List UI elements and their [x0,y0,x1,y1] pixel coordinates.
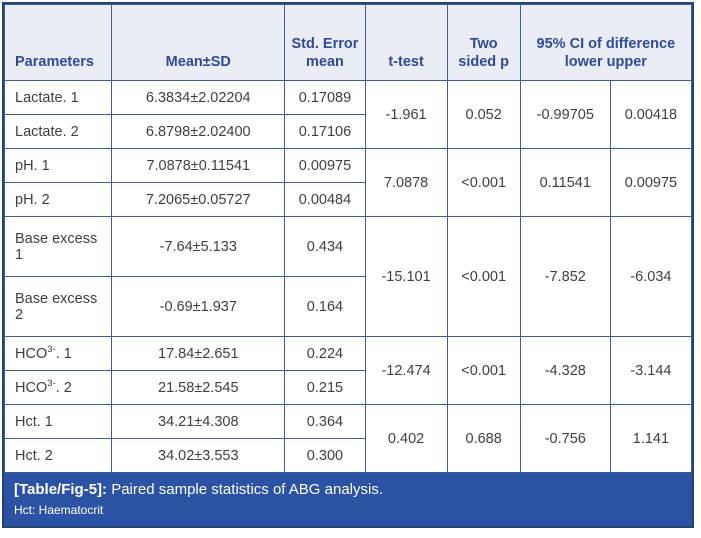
ci-lower-cell: -4.328 [519,336,611,405]
std-error-cell: 0.164 [284,276,366,337]
table-row: pH. 2 7.2065±0.05727 0.00484 [3,182,692,217]
table-row: Hct. 2 34.02±3.553 0.300 [3,438,692,473]
col-header-mean-sd: Mean±SD [111,4,286,81]
p-value-cell: 0.688 [446,404,521,473]
param-superscript: 3- [47,377,56,389]
table-caption: [Table/Fig-5]: Paired sample statistics … [14,481,682,500]
param-cell: pH. 2 [3,182,113,217]
table-row: pH. 1 7.0878±0.11541 0.00975 7.0878 <0.0… [3,148,693,217]
t-test-cell: 0.402 [364,404,448,473]
mean-sd-cell: 21.58±2.545 [111,370,286,405]
param-cell: HCO3-. 1 [3,336,113,371]
mean-sd-cell: -0.69±1.937 [111,276,286,337]
param-cell: pH. 1 [3,148,113,183]
paired-sample-statistics-table: Parameters Mean±SD Std. Error mean t-tes… [3,4,693,473]
param-superscript: 3- [47,343,56,355]
p-value-cell: 0.052 [446,80,521,149]
param-cell: Lactate. 2 [3,114,113,149]
param-cell: Lactate. 1 [3,80,113,115]
ci-lower-cell: 0.11541 [519,148,611,217]
mean-sd-cell: 34.02±3.553 [111,438,286,473]
mean-sd-cell: 6.8798±2.02400 [111,114,286,149]
ci-lower-cell: -0.756 [519,404,611,473]
std-error-cell: 0.00975 [284,148,366,183]
param-cell: Base excess 1 [3,216,113,277]
param-text: pH. 2 [15,191,50,208]
table-row: Lactate. 2 6.8798±2.02400 0.17106 [3,114,692,149]
std-error-cell: 0.00484 [284,182,366,217]
col-header-t-test: t-test [364,4,448,81]
table-row: Base excess 1 -7.64±5.133 0.434 -15.101 … [3,216,693,337]
table-fig-label: [Table/Fig-5]: [14,481,108,498]
std-error-cell: 0.17106 [284,114,366,149]
mean-sd-cell: 7.0878±0.11541 [111,148,286,183]
col-header-parameters: Parameters [3,4,113,81]
param-text: HCO [15,379,48,396]
col-header-two-sided-p: Two sided p [446,4,521,81]
t-test-cell: 7.0878 [364,148,448,217]
std-error-cell: 0.17089 [284,80,366,115]
std-error-cell: 0.224 [284,336,366,371]
col-header-95-ci: 95% CI of difference lower upper [519,4,693,81]
mean-sd-cell: -7.64±5.133 [111,216,286,277]
std-error-cell: 0.364 [284,404,366,439]
p-value-cell: <0.001 [446,148,521,217]
table-row: Base excess 2 -0.69±1.937 0.164 [3,276,692,337]
table-caption-bar: [Table/Fig-5]: Paired sample statistics … [4,473,692,527]
param-text: pH. 1 [15,157,50,174]
p-value-cell: <0.001 [446,336,521,405]
param-text: Base excess 1 [15,230,98,263]
mean-sd-cell: 7.2065±0.05727 [111,182,286,217]
ci-upper-cell: 0.00975 [609,148,693,217]
header-row: Parameters Mean±SD Std. Error mean t-tes… [3,4,693,81]
ci-lower-cell: -0.99705 [519,80,611,149]
param-cell: Hct. 1 [3,404,113,439]
table-row: HCO3-. 2 21.58±2.545 0.215 [3,370,692,405]
ci-upper-cell: -3.144 [609,336,693,405]
t-test-cell: -1.961 [364,80,448,149]
col-header-std-error: Std. Error mean [284,4,366,81]
param-text: Hct. 1 [15,413,53,430]
table-row: Hct. 1 34.21±4.308 0.364 0.402 0.688 -0.… [3,404,693,473]
t-test-cell: -12.474 [364,336,448,405]
ci-lower-cell: -7.852 [519,216,611,337]
std-error-cell: 0.300 [284,438,366,473]
param-cell: Base excess 2 [3,276,113,337]
table-row: HCO3-. 1 17.84±2.651 0.224 -12.474 <0.00… [3,336,693,405]
param-text: Base excess 2 [15,290,98,323]
param-text: Hct. 2 [15,447,53,464]
param-text: Lactate. 2 [15,123,79,140]
std-error-cell: 0.215 [284,370,366,405]
param-text: Lactate. 1 [15,89,79,106]
table-footnote: Hct: Haematocrit [14,502,104,517]
table-fig-5-container: Parameters Mean±SD Std. Error mean t-tes… [2,2,694,529]
ci-upper-cell: 0.00418 [609,80,693,149]
mean-sd-cell: 34.21±4.308 [111,404,286,439]
ci-upper-cell: 1.141 [609,404,693,473]
param-text: HCO [15,345,48,362]
param-cell: HCO3-. 2 [3,370,113,405]
std-error-cell: 0.434 [284,216,366,277]
mean-sd-cell: 17.84±2.651 [111,336,286,371]
table-caption-text: Paired sample statistics of ABG analysis… [107,481,383,498]
mean-sd-cell: 6.3834±2.02204 [111,80,286,115]
param-cell: Hct. 2 [3,438,113,473]
param-suffix: . 2 [55,379,72,396]
t-test-cell: -15.101 [364,216,448,337]
table-row: Lactate. 1 6.3834±2.02204 0.17089 -1.961… [3,80,693,149]
param-suffix: . 1 [55,345,72,362]
p-value-cell: <0.001 [446,216,521,337]
ci-upper-cell: -6.034 [609,216,693,337]
